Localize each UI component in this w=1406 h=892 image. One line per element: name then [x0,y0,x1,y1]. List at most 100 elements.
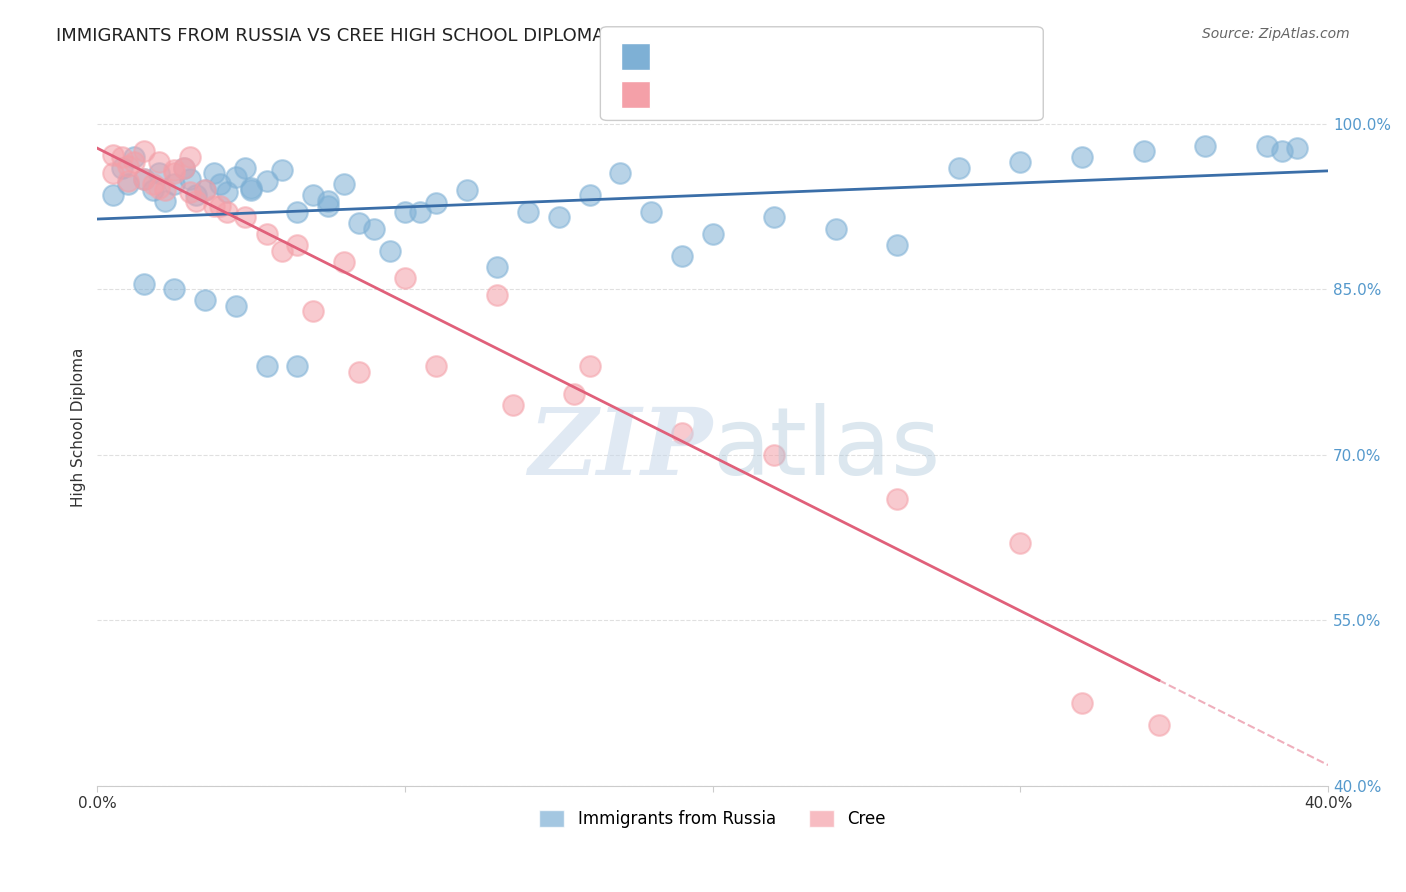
Point [173,161,195,175]
Point [148,155,170,169]
Point [425,196,447,211]
Point [425,359,447,374]
Text: atlas: atlas [713,402,941,495]
Point [256,359,278,374]
Point [578,188,600,202]
Point [1256,138,1278,153]
Point [763,448,786,462]
Point [215,185,238,199]
Point [332,254,354,268]
Point [132,172,155,186]
Y-axis label: High School Diploma: High School Diploma [72,348,86,507]
Point [271,244,294,258]
Point [347,216,370,230]
Point [202,199,225,213]
Point [1071,696,1094,710]
Point [1010,155,1032,169]
Point [394,271,416,285]
Point [609,166,631,180]
Point [702,227,724,241]
Text: R = -0.638  N = 41: R = -0.638 N = 41 [658,86,830,103]
Point [363,221,385,235]
Point [271,163,294,178]
Point [548,211,571,225]
Point [111,150,134,164]
Point [209,199,232,213]
Point [671,425,693,440]
Point [194,293,217,308]
Point [194,183,217,197]
Point [301,188,323,202]
Point [153,194,176,208]
Point [456,183,478,197]
Point [153,183,176,197]
Point [502,398,524,412]
Point [163,178,186,192]
Point [316,199,339,213]
Point [824,221,846,235]
Point [285,238,308,252]
Point [101,166,124,180]
Point [148,166,170,180]
Point [225,299,247,313]
Point [886,491,908,506]
Point [132,145,155,159]
Point [184,188,207,202]
Legend: Immigrants from Russia, Cree: Immigrants from Russia, Cree [533,804,893,835]
Point [562,387,585,401]
Point [117,174,139,188]
Text: Source: ZipAtlas.com: Source: ZipAtlas.com [1202,27,1350,41]
Point [316,194,339,208]
Point [486,260,509,274]
Point [285,359,308,374]
Point [179,185,201,199]
Point [179,172,201,186]
Point [163,282,186,296]
Point [240,183,263,197]
Point [256,174,278,188]
Point [332,178,354,192]
Text: R =  0.519  N = 59: R = 0.519 N = 59 [658,47,828,66]
Point [111,161,134,175]
Point [1194,138,1216,153]
Point [142,178,165,192]
Point [1147,718,1170,732]
Point [202,166,225,180]
Point [124,155,146,169]
Point [215,205,238,219]
Point [285,205,308,219]
Point [132,277,155,291]
Point [1071,150,1094,164]
Point [1286,141,1309,155]
Point [225,169,247,184]
Point [578,359,600,374]
Point [517,205,540,219]
Point [1010,536,1032,550]
Point [240,180,263,194]
Point [948,161,970,175]
Point [640,205,662,219]
Point [163,166,186,180]
Point [1271,145,1294,159]
Text: IMMIGRANTS FROM RUSSIA VS CREE HIGH SCHOOL DIPLOMA CORRELATION CHART: IMMIGRANTS FROM RUSSIA VS CREE HIGH SCHO… [56,27,806,45]
Point [256,227,278,241]
Point [184,194,207,208]
Point [378,244,401,258]
Point [486,287,509,301]
Point [209,178,232,192]
Point [394,205,416,219]
Point [194,183,217,197]
Point [148,180,170,194]
Point [124,150,146,164]
Point [132,172,155,186]
Point [233,211,256,225]
Point [347,365,370,379]
Point [233,161,256,175]
Point [671,249,693,263]
Point [763,211,786,225]
Point [173,161,195,175]
Point [409,205,432,219]
Text: ZIP: ZIP [529,404,713,493]
Point [163,163,186,178]
Point [117,159,139,173]
